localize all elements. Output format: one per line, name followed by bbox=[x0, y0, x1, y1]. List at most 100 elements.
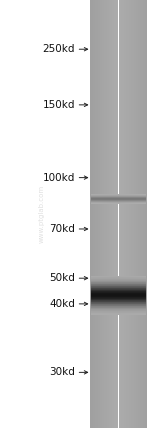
Bar bbox=[91, 299, 146, 300]
Bar bbox=[111, 0, 112, 428]
Bar bbox=[91, 313, 146, 314]
Bar bbox=[95, 0, 96, 428]
Bar bbox=[91, 290, 146, 291]
Bar bbox=[141, 0, 142, 428]
Bar bbox=[113, 0, 114, 428]
Bar bbox=[143, 0, 144, 428]
Bar bbox=[91, 300, 146, 301]
Bar bbox=[103, 0, 104, 428]
Bar bbox=[91, 308, 146, 309]
Bar bbox=[98, 0, 99, 428]
Bar bbox=[129, 0, 130, 428]
Bar bbox=[105, 0, 106, 428]
Bar bbox=[91, 312, 146, 313]
Bar bbox=[134, 0, 135, 428]
Bar bbox=[133, 0, 134, 428]
Bar bbox=[91, 278, 146, 279]
Bar bbox=[91, 302, 146, 303]
Bar bbox=[96, 0, 97, 428]
Bar bbox=[91, 297, 146, 298]
Bar bbox=[91, 301, 146, 302]
Bar bbox=[118, 0, 119, 428]
Bar bbox=[136, 0, 138, 428]
Bar bbox=[142, 0, 143, 428]
Text: 30kd: 30kd bbox=[49, 367, 75, 377]
Bar bbox=[91, 281, 146, 282]
Bar bbox=[91, 298, 146, 299]
Bar bbox=[118, 0, 119, 428]
Bar bbox=[127, 0, 128, 428]
Bar bbox=[91, 288, 146, 289]
Bar bbox=[115, 0, 116, 428]
Bar bbox=[99, 0, 100, 428]
Bar bbox=[91, 276, 146, 277]
Text: 250kd: 250kd bbox=[42, 44, 75, 54]
Bar bbox=[91, 286, 146, 287]
Bar bbox=[124, 0, 125, 428]
Bar bbox=[110, 0, 111, 428]
Bar bbox=[91, 280, 146, 281]
Bar bbox=[144, 0, 145, 428]
Bar bbox=[91, 277, 146, 278]
Bar bbox=[91, 303, 146, 304]
Text: 40kd: 40kd bbox=[49, 299, 75, 309]
Bar bbox=[91, 296, 146, 297]
Bar bbox=[104, 0, 105, 428]
Bar bbox=[91, 289, 146, 290]
Text: www.ptglab.com: www.ptglab.com bbox=[39, 185, 45, 243]
Bar bbox=[91, 292, 146, 293]
Bar bbox=[101, 0, 102, 428]
Bar bbox=[97, 0, 98, 428]
Bar bbox=[126, 0, 127, 428]
Bar bbox=[91, 291, 146, 292]
Bar bbox=[146, 0, 147, 428]
Bar bbox=[108, 0, 109, 428]
Bar bbox=[120, 0, 121, 428]
Bar bbox=[91, 310, 146, 311]
Bar bbox=[91, 285, 146, 286]
Bar bbox=[128, 0, 129, 428]
Bar bbox=[123, 0, 124, 428]
Bar bbox=[91, 0, 92, 428]
Bar bbox=[145, 0, 146, 428]
Bar bbox=[91, 282, 146, 283]
Bar bbox=[91, 309, 146, 310]
Bar bbox=[91, 287, 146, 288]
Bar bbox=[91, 311, 146, 312]
Bar bbox=[116, 0, 117, 428]
Bar bbox=[135, 0, 136, 428]
Bar bbox=[112, 0, 113, 428]
Bar bbox=[139, 0, 140, 428]
Text: 100kd: 100kd bbox=[43, 172, 75, 183]
Bar bbox=[121, 0, 122, 428]
Bar bbox=[107, 0, 108, 428]
Bar bbox=[114, 0, 115, 428]
Bar bbox=[117, 0, 118, 428]
Bar bbox=[91, 293, 146, 294]
Bar bbox=[91, 314, 146, 315]
Bar bbox=[138, 0, 139, 428]
Bar bbox=[93, 0, 94, 428]
Text: 50kd: 50kd bbox=[49, 273, 75, 283]
Bar bbox=[130, 0, 131, 428]
Bar bbox=[122, 0, 123, 428]
Bar bbox=[100, 0, 101, 428]
Text: 70kd: 70kd bbox=[49, 224, 75, 234]
Bar bbox=[131, 0, 132, 428]
Bar bbox=[91, 304, 146, 305]
Bar bbox=[91, 305, 146, 306]
Bar bbox=[91, 279, 146, 280]
Bar bbox=[92, 0, 93, 428]
Bar bbox=[90, 0, 91, 428]
Bar bbox=[132, 0, 133, 428]
Bar bbox=[106, 0, 107, 428]
Bar bbox=[91, 295, 146, 296]
Bar bbox=[91, 283, 146, 284]
Bar bbox=[91, 306, 146, 307]
Bar bbox=[91, 294, 146, 295]
Bar bbox=[102, 0, 103, 428]
Bar bbox=[140, 0, 141, 428]
Bar bbox=[94, 0, 95, 428]
Bar bbox=[91, 307, 146, 308]
Bar bbox=[125, 0, 126, 428]
